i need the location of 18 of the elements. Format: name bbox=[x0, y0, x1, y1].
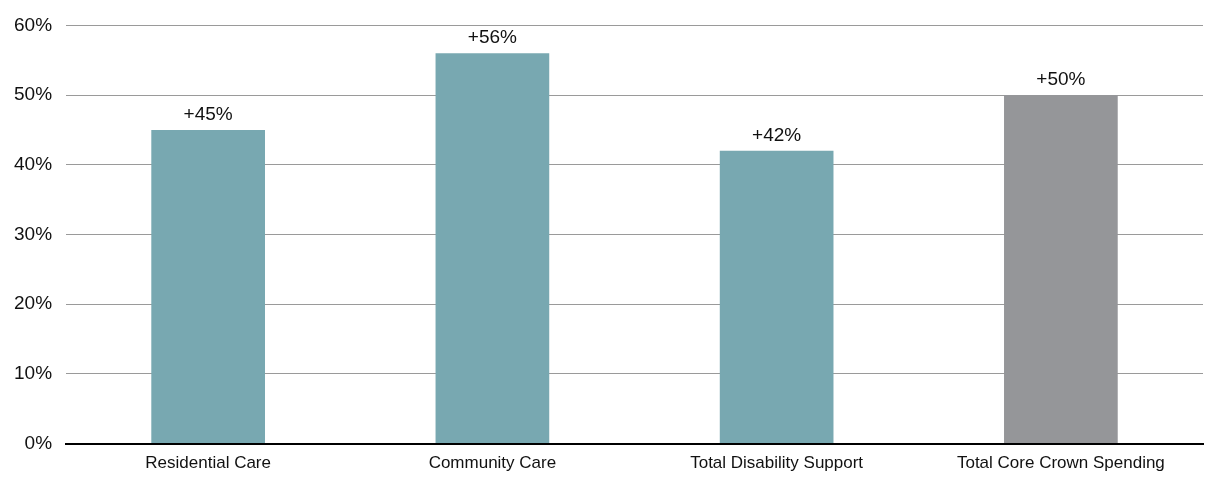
y-tick-label: 40% bbox=[14, 153, 53, 175]
data-label: +50% bbox=[1036, 67, 1086, 89]
bar bbox=[719, 150, 834, 444]
x-tick-label: Residential Care bbox=[145, 453, 271, 473]
x-tick-label: Total Core Crown Spending bbox=[956, 453, 1165, 473]
x-tick-label: Community Care bbox=[428, 453, 557, 473]
y-tick-label: 20% bbox=[14, 292, 53, 314]
y-tick-label: 10% bbox=[14, 362, 53, 384]
x-tick-label: Total Disability Support bbox=[690, 453, 864, 473]
data-label: +56% bbox=[467, 26, 518, 48]
bar bbox=[151, 129, 265, 444]
y-tick-label: 0% bbox=[24, 431, 53, 453]
data-label: +45% bbox=[183, 102, 233, 124]
y-tick-label: 30% bbox=[14, 222, 53, 244]
bar bbox=[435, 53, 550, 444]
data-label: +42% bbox=[752, 123, 802, 145]
y-tick-label: 60% bbox=[14, 13, 53, 35]
y-tick-label: 50% bbox=[14, 83, 53, 105]
